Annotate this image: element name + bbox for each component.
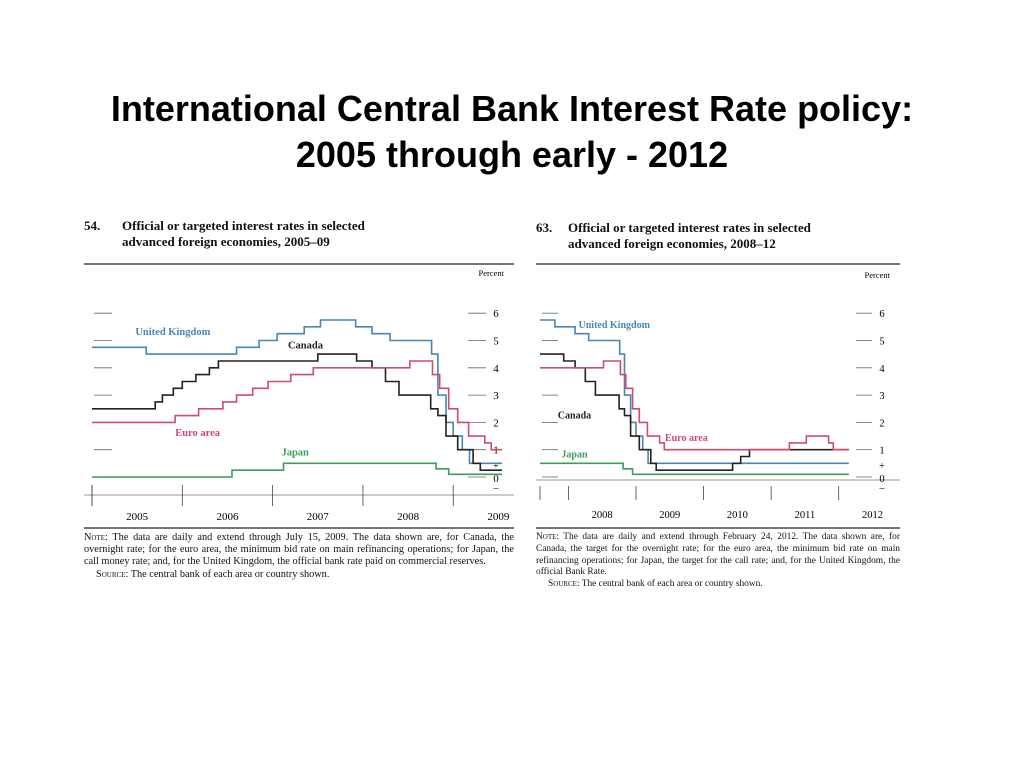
source-text: The central bank of each area or country… (581, 579, 763, 590)
figure-title: Official or targeted interest rates in s… (122, 218, 502, 250)
chart-figure-63: Percent 0 1 2 3 4 5 6 + – 2008 2009 2010 2011 2012 Unit… (536, 263, 900, 529)
figure-number: 54. (84, 218, 101, 233)
x-tick-label: 2009 (487, 511, 510, 523)
figure-title-line-2: advanced foreign economies, 2005–09 (122, 234, 330, 249)
figure-note: Note: The data are daily and extend thro… (536, 532, 900, 591)
plus-marker: + (879, 461, 885, 472)
figure-note: Note: The data are daily and extend thro… (84, 532, 514, 581)
x-tick-label: 2012 (862, 510, 883, 521)
series-label-united-kingdom: United Kingdom (579, 320, 651, 331)
y-tick-label: 1 (879, 446, 884, 457)
series-line-japan (92, 462, 502, 478)
series-label-canada: Canada (288, 341, 324, 352)
x-tick-label: 2008 (592, 510, 613, 521)
figure-54-panel: 54. Official or targeted interest rates … (84, 218, 514, 598)
minus-marker: – (493, 483, 500, 494)
y-tick-label: 6 (493, 308, 499, 320)
note-label: Note: (84, 532, 108, 543)
series-line-canada (92, 353, 502, 471)
figure-title-line-1: Official or targeted interest rates in s… (568, 220, 811, 235)
y-tick-label: 2 (879, 418, 884, 429)
series-label-united-kingdom: United Kingdom (135, 327, 210, 338)
x-tick-label: 2011 (795, 510, 816, 521)
plus-marker: + (493, 461, 499, 472)
series-label-euro-area: Euro area (175, 428, 221, 439)
series-line-japan (540, 462, 849, 476)
x-tick-label: 2007 (307, 511, 330, 523)
y-tick-label: 6 (879, 309, 884, 320)
figure-number: 63. (536, 220, 553, 235)
source-label: Source: (96, 568, 129, 580)
series-label-canada: Canada (558, 410, 591, 421)
note-text: The data are daily and extend through Ju… (84, 532, 514, 568)
slide-title-line-1: International Central Bank Interest Rate… (110, 88, 914, 129)
figure-title-line-1: Official or targeted interest rates in s… (122, 218, 365, 233)
y-tick-label: 3 (879, 391, 884, 402)
series-label-japan: Japan (281, 448, 309, 459)
slide-title: International Central Bank Interest Rate… (40, 86, 984, 178)
x-tick-label: 2010 (727, 510, 748, 521)
series-label-euro-area: Euro area (665, 433, 708, 444)
x-tick-label: 2005 (126, 511, 148, 523)
y-unit-label: Percent (479, 268, 505, 278)
series-line-united-kingdom (92, 319, 502, 465)
source-text: The central bank of each area or country… (130, 568, 330, 580)
source-label: Source: (548, 579, 580, 590)
slide-title-line-2: 2005 through early - 2012 (295, 134, 729, 175)
figure-63-panel: 63. Official or targeted interest rates … (536, 220, 900, 600)
chart-figure-54: Percent 0 1 2 3 4 5 6 + – 2005 2006 2007 2008 2009 Unit… (84, 263, 514, 529)
y-tick-label: 5 (879, 337, 884, 348)
y-unit-label: Percent (865, 270, 891, 280)
note-label: Note: (536, 532, 559, 542)
y-tick-label: 3 (493, 390, 499, 402)
y-tick-label: 0 (879, 474, 884, 485)
note-text: The data are daily and extend through Fe… (536, 532, 900, 578)
x-tick-label: 2006 (216, 511, 239, 523)
y-tick-label: 0 (493, 473, 499, 485)
y-tick-label: 4 (493, 363, 499, 375)
series-line-euro-area (540, 360, 849, 451)
x-tick-label: 2008 (397, 511, 420, 523)
x-tick-label: 2009 (659, 510, 680, 521)
y-tick-label: 1 (493, 445, 499, 457)
figure-title-line-2: advanced foreign economies, 2008–12 (568, 236, 776, 251)
series-label-japan: Japan (561, 449, 588, 460)
y-tick-label: 4 (879, 364, 885, 375)
figure-title: Official or targeted interest rates in s… (568, 220, 888, 252)
minus-marker: – (879, 483, 886, 494)
y-tick-label: 2 (493, 417, 499, 429)
y-tick-label: 5 (493, 336, 499, 348)
series-line-euro-area (92, 360, 502, 451)
